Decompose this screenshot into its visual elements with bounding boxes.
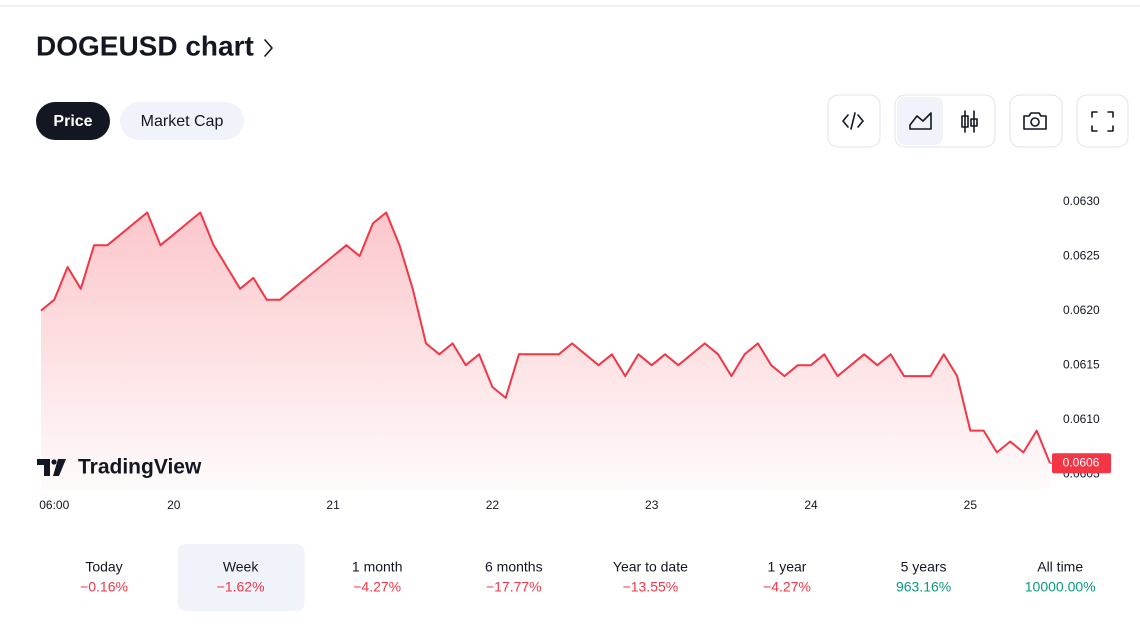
x-tick-label: 25 (964, 498, 978, 512)
x-tick-label: 23 (645, 498, 659, 512)
tab-label[interactable]: Market Cap (141, 113, 224, 130)
camera-lens (1030, 117, 1040, 127)
chart: 0.06300.06250.06200.06150.06100.060506:0… (39, 194, 1111, 512)
price-line (40, 211, 1051, 464)
period-change[interactable]: −13.55% (623, 579, 679, 595)
watermark-logo (37, 459, 66, 476)
period-change[interactable]: −0.16% (80, 579, 128, 595)
period-label[interactable]: 6 months (485, 559, 543, 575)
embed-icon (842, 112, 864, 130)
period-label[interactable]: Week (223, 559, 260, 575)
period-label[interactable]: Today (85, 559, 122, 575)
area-button[interactable] (897, 97, 943, 145)
period-change[interactable]: 963.16% (896, 579, 951, 595)
snapshot-button[interactable] (1009, 94, 1063, 148)
period-change[interactable]: −4.27% (353, 579, 401, 595)
period-label[interactable]: Year to date (613, 559, 688, 575)
title-chevron[interactable] (264, 39, 273, 57)
period-tabs: Today −0.16% Week −1.62% 1 month −4.27% 6 mont… (80, 544, 1096, 611)
period-change[interactable]: −4.27% (763, 579, 811, 595)
x-tick-label: 06:00 (39, 498, 69, 512)
period-change[interactable]: 10000.00% (1025, 579, 1096, 595)
watermark-text: TradingView (78, 456, 202, 479)
toolbar (827, 94, 1129, 148)
y-tick-label: 0.0610 (1063, 412, 1100, 426)
x-tick-label: 22 (486, 498, 500, 512)
period-change[interactable]: −17.77% (486, 579, 542, 595)
camera-icon (1023, 112, 1047, 130)
tabs: Price Market Cap (36, 102, 244, 140)
period-label[interactable]: All time (1037, 559, 1083, 575)
tab-button[interactable] (36, 102, 110, 140)
area-icon (909, 112, 932, 130)
tab-button[interactable] (120, 102, 244, 140)
fullscreen-button[interactable] (1076, 94, 1129, 148)
x-tick-label: 20 (167, 498, 181, 512)
x-tick-label: 21 (326, 498, 340, 512)
fullscreen-icon (1091, 111, 1114, 132)
embed-button[interactable] (827, 94, 881, 148)
tab-label[interactable]: Price (53, 113, 92, 130)
y-tick-label: 0.0625 (1063, 248, 1100, 262)
period-label[interactable]: 1 month (352, 559, 403, 575)
y-tick-label: 0.0630 (1063, 194, 1100, 208)
y-tick-label: 0.0615 (1063, 357, 1100, 371)
watermark: TradingView (37, 456, 202, 479)
period-label[interactable]: 1 year (768, 559, 807, 575)
watermark-logo-dot (51, 459, 57, 465)
x-tick-label: 24 (804, 498, 818, 512)
period-highlight[interactable] (177, 544, 305, 611)
last-price-label: 0.0606 (1063, 455, 1100, 469)
y-tick-label: 0.0620 (1063, 303, 1100, 317)
period-label[interactable]: 5 years (901, 559, 947, 575)
area-fill (41, 212, 1050, 490)
candle-icon[interactable] (961, 110, 978, 133)
period-change[interactable]: −1.62% (217, 579, 265, 595)
last-price-tag (1052, 453, 1111, 474)
page-title[interactable]: DOGEUSD chart (36, 30, 254, 61)
